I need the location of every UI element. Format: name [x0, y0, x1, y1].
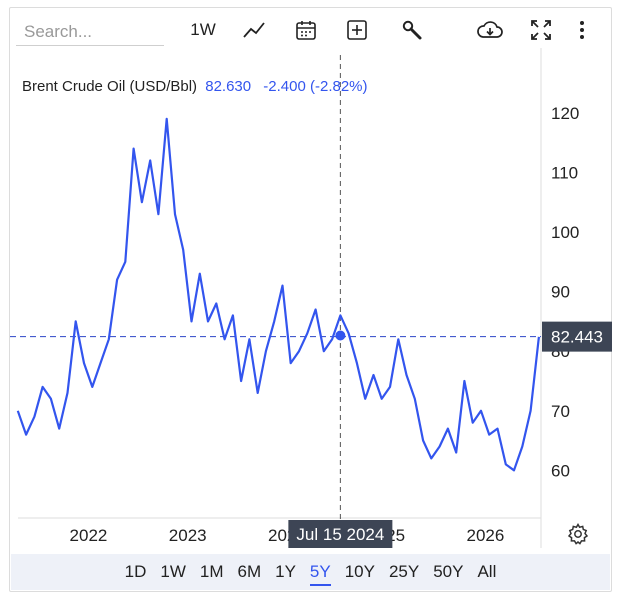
- crosshair-date-badge: [288, 520, 393, 548]
- price-change: -2.400 (-2.82%): [263, 78, 368, 95]
- range-all[interactable]: All: [477, 562, 497, 581]
- y-tick-label: 120: [551, 104, 579, 123]
- chart-type-line-icon[interactable]: [240, 16, 268, 44]
- y-tick-label: 70: [551, 402, 570, 421]
- calendar-icon[interactable]: [292, 16, 320, 44]
- range-1m[interactable]: 1M: [199, 562, 224, 581]
- chart-settings-gear-icon[interactable]: [566, 522, 590, 546]
- range-1y[interactable]: 1Y: [275, 562, 296, 581]
- y-tick-label: 100: [551, 223, 579, 242]
- range-1d[interactable]: 1D: [124, 562, 147, 581]
- range-6m[interactable]: 6M: [237, 562, 262, 581]
- more-menu-icon[interactable]: [572, 16, 592, 44]
- last-price-badge: [542, 321, 612, 352]
- current-value: 82.630: [205, 78, 252, 95]
- time-range-bar: 1D 1W 1M 6M 1Y 5Y 10Y 25Y 50Y All: [11, 554, 610, 590]
- crosshair-point: [335, 330, 346, 341]
- range-50y[interactable]: 50Y: [433, 562, 464, 581]
- x-tick-label: 2022: [70, 526, 108, 545]
- x-tick-label: 2026: [467, 526, 505, 545]
- add-indicator-icon[interactable]: [343, 16, 371, 44]
- range-10y[interactable]: 10Y: [344, 562, 375, 581]
- chart-legend: Brent Crude Oil (USD/Bbl) 82.630 -2.400 …: [22, 78, 368, 95]
- chart-widget-frame: [9, 7, 612, 592]
- crosshair-date-label: Jul 15 2024: [296, 525, 384, 544]
- y-tick-label: 110: [551, 163, 578, 182]
- search-input[interactable]: [16, 18, 164, 46]
- x-tick-label: 2023: [169, 526, 207, 545]
- fullscreen-icon[interactable]: [527, 16, 555, 44]
- y-tick-label: 90: [551, 283, 570, 302]
- range-25y[interactable]: 25Y: [388, 562, 420, 581]
- wrench-icon[interactable]: [398, 16, 426, 44]
- last-price-label: 82.443: [551, 328, 603, 347]
- range-1w[interactable]: 1W: [160, 562, 186, 581]
- y-tick-label: 60: [551, 461, 570, 480]
- instrument-name: Brent Crude Oil (USD/Bbl): [22, 78, 198, 95]
- download-cloud-icon[interactable]: [474, 16, 506, 44]
- range-5y[interactable]: 5Y: [303, 554, 338, 590]
- interval-button[interactable]: 1W: [190, 20, 216, 39]
- series-line: [16, 117, 540, 472]
